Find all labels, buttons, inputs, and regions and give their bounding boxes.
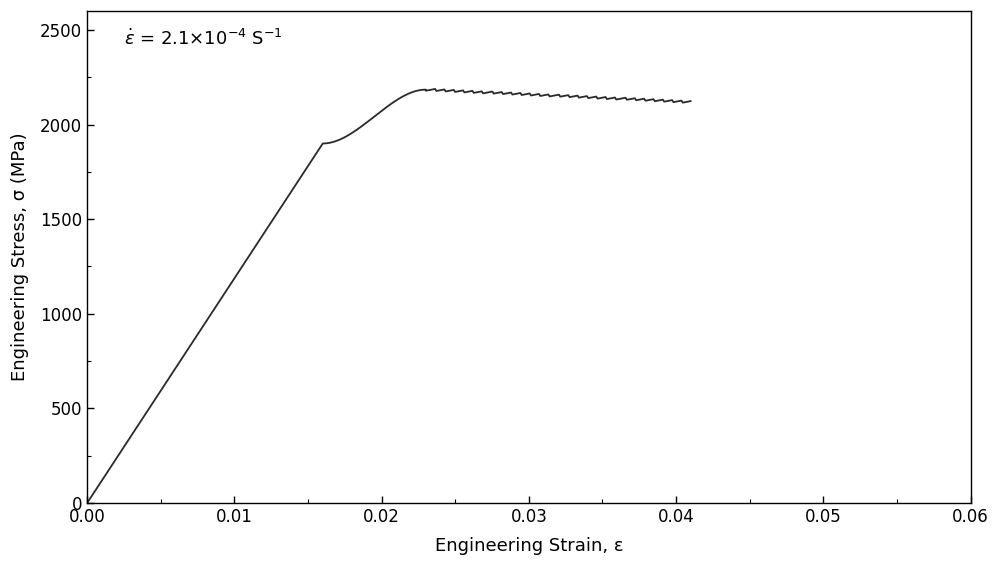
Text: $\dot{\varepsilon}$ = 2.1×10$^{-4}$ S$^{-1}$: $\dot{\varepsilon}$ = 2.1×10$^{-4}$ S$^{…	[124, 29, 283, 49]
X-axis label: Engineering Strain, ε: Engineering Strain, ε	[435, 537, 623, 555]
Y-axis label: Engineering Stress, σ (MPa): Engineering Stress, σ (MPa)	[11, 132, 29, 381]
